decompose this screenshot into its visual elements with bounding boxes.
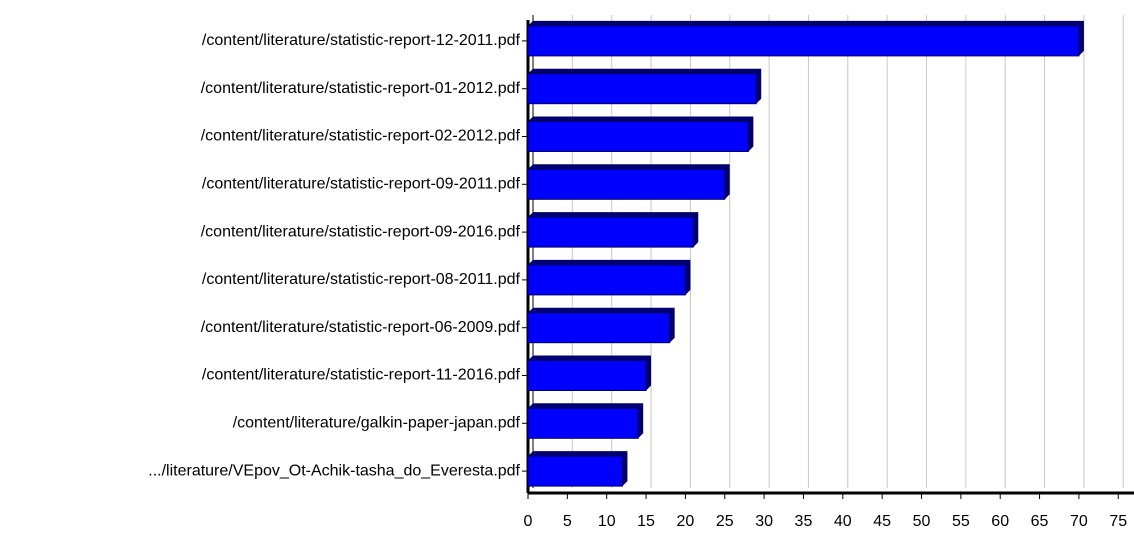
x-tick-label: 10 <box>598 513 616 530</box>
x-tick-label: 45 <box>873 513 891 530</box>
x-tick-label: 25 <box>716 513 734 530</box>
bar <box>527 73 757 105</box>
bar <box>527 407 639 439</box>
y-tick-label: /content/literature/statistic-report-08-… <box>202 271 521 288</box>
bar-side <box>528 259 691 295</box>
bar <box>527 360 647 391</box>
bar <box>527 216 694 248</box>
bar <box>527 312 671 344</box>
x-tick-label: 15 <box>637 513 655 530</box>
bar-side <box>528 68 762 104</box>
x-tick-label: 35 <box>795 513 813 530</box>
x-tick-label: 70 <box>1070 513 1088 530</box>
bar <box>527 168 726 200</box>
y-tick-label: .../literature/VEpov_Ot-Achik-tasha_do_E… <box>148 462 520 479</box>
bar <box>527 264 686 296</box>
y-tick-label: /content/literature/statistic-report-11-… <box>202 367 521 384</box>
bar <box>527 121 749 152</box>
y-tick-label: /content/literature/statistic-report-09-… <box>201 223 521 240</box>
bar <box>527 25 1080 57</box>
bar-side <box>528 20 1084 56</box>
bar-side <box>528 355 652 391</box>
x-tick-label: 55 <box>952 513 970 530</box>
y-tick-label: /content/literature/statistic-report-02-… <box>201 128 521 145</box>
bar-side <box>528 451 628 487</box>
bar-side <box>528 212 699 248</box>
y-tick-label: /content/literature/statistic-report-01-… <box>201 80 521 97</box>
x-tick-label: 20 <box>677 513 695 530</box>
x-tick-label: 60 <box>991 513 1009 530</box>
bar-side <box>528 307 675 343</box>
bar-side <box>528 403 644 439</box>
bar <box>527 455 623 487</box>
y-tick-label: /content/literature/statistic-report-09-… <box>202 176 521 193</box>
y-tick-label: /content/literature/galkin-paper-japan.p… <box>233 415 521 432</box>
x-tick-label: 75 <box>1109 513 1127 530</box>
x-tick-label: 30 <box>755 513 773 530</box>
x-tick-label: 0 <box>524 513 533 530</box>
y-tick-label: /content/literature/statistic-report-12-… <box>202 32 521 49</box>
y-tick-label: /content/literature/statistic-report-06-… <box>201 319 521 336</box>
bar-side <box>528 116 754 152</box>
bar-side <box>528 164 730 200</box>
x-tick-label: 65 <box>1031 513 1049 530</box>
x-tick-label: 40 <box>834 513 852 530</box>
x-tick-label: 5 <box>563 513 572 530</box>
x-tick-label: 50 <box>913 513 931 530</box>
